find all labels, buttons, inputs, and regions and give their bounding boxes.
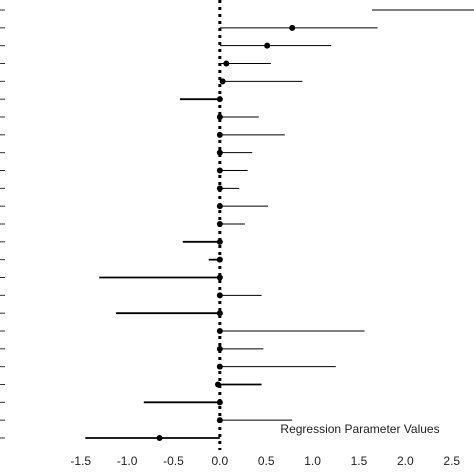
estimate-point	[219, 78, 226, 85]
estimate-point	[289, 24, 296, 31]
estimate-point	[216, 274, 223, 281]
estimate-point	[216, 131, 223, 138]
estimate-point	[216, 399, 223, 406]
estimate-point	[216, 417, 223, 424]
x-tick-label: -1.0	[117, 454, 138, 468]
estimate-point	[216, 149, 223, 156]
x-tick-label: 1.5	[351, 454, 368, 468]
estimate-point	[156, 435, 163, 441]
annotation: Regression Parameter Values	[280, 422, 439, 436]
estimate-point	[216, 185, 223, 192]
x-tick-label: -0.5	[163, 454, 184, 468]
estimate-point	[216, 345, 223, 352]
estimate-point	[216, 363, 223, 370]
x-tick-label: -1.5	[70, 454, 91, 468]
x-tick-label: 2.0	[397, 454, 414, 468]
estimate-point	[216, 203, 223, 210]
x-tick-label: 0.5	[258, 454, 275, 468]
x-tick-label: 0.0	[211, 454, 228, 468]
estimate-point	[216, 167, 223, 174]
x-tick-label: 1.0	[304, 454, 321, 468]
estimate-point	[264, 42, 271, 49]
estimate-point	[214, 381, 221, 388]
estimate-point	[216, 221, 223, 227]
estimate-point	[216, 114, 223, 120]
estimate-point	[216, 292, 223, 299]
x-tick-label: 2.5	[443, 454, 460, 468]
estimate-point	[216, 238, 223, 245]
estimate-point	[216, 256, 223, 263]
estimate-point	[216, 96, 223, 103]
estimate-point	[216, 310, 223, 317]
estimate-point	[216, 328, 223, 334]
estimate-point	[223, 60, 230, 67]
